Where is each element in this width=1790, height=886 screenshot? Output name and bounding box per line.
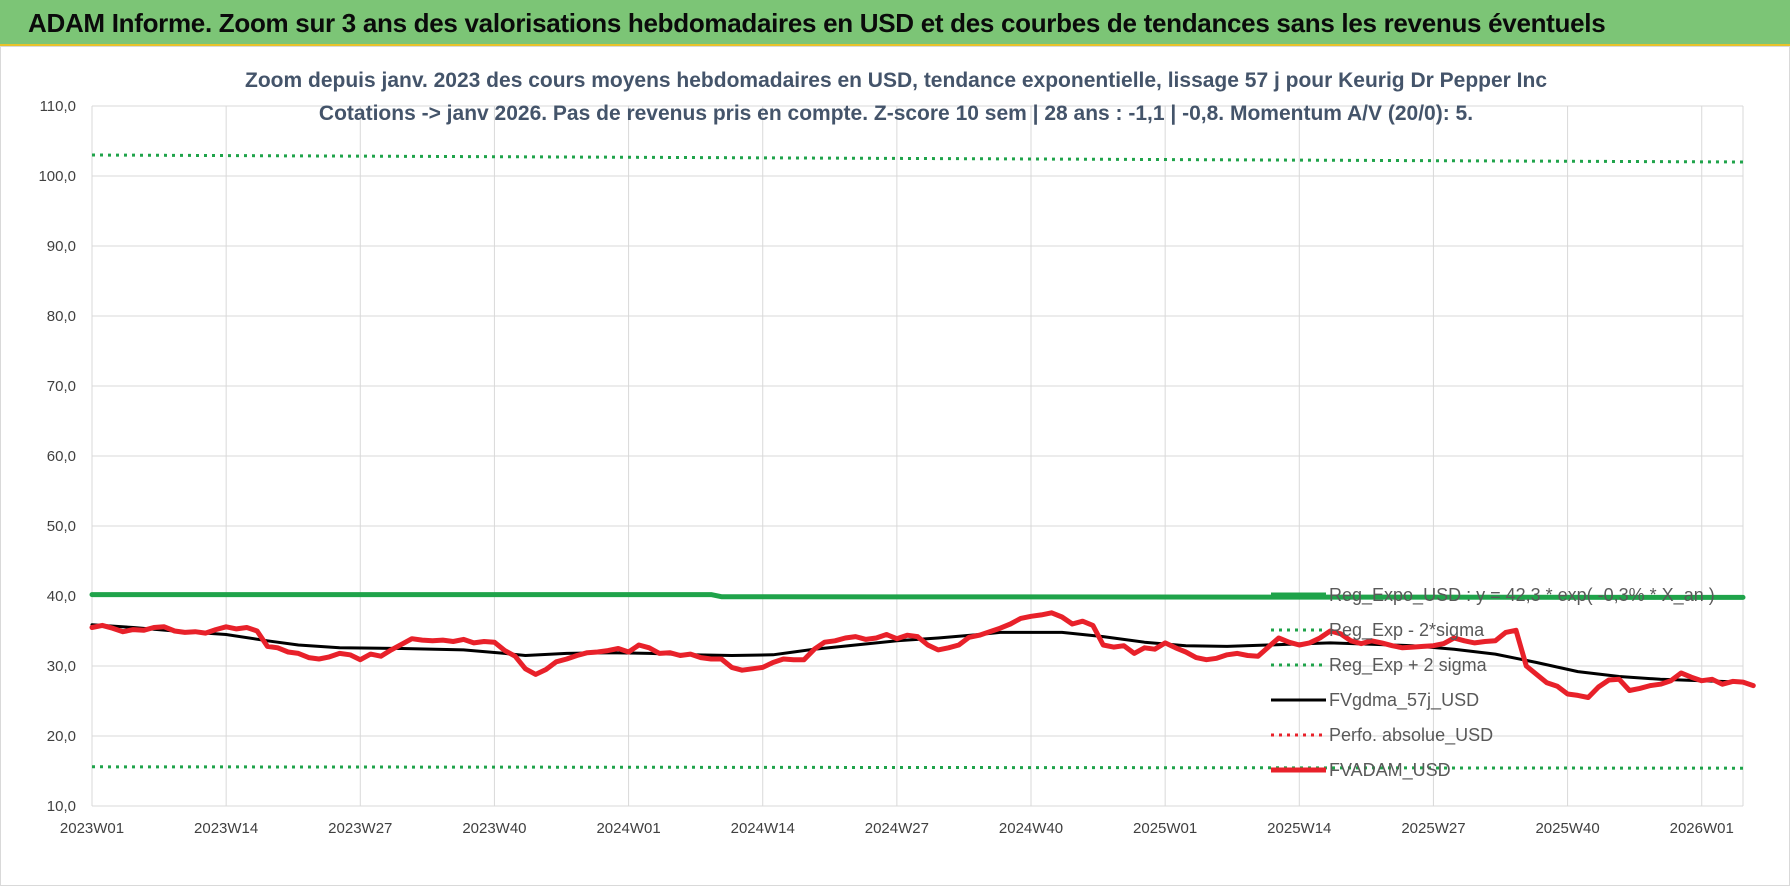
- chart-title-line-2: Cotations -> janv 2026. Pas de revenus p…: [319, 102, 1473, 125]
- x-tick-label: 2023W27: [328, 820, 392, 837]
- x-tick-label: 2024W01: [596, 820, 660, 837]
- legend-label: Reg_Expo_USD : y = 42,3 * exp( -0,3% * X…: [1329, 585, 1715, 606]
- legend-label: FVADAM_USD: [1329, 760, 1451, 781]
- series-line-5: [89, 610, 1756, 700]
- y-tick-label: 50,0: [47, 518, 76, 535]
- series-line-0: [89, 592, 1746, 600]
- series-line-2: [91, 153, 1744, 164]
- legend-label: FVgdma_57j_USD: [1329, 690, 1479, 711]
- y-tick-label: 100,0: [38, 168, 76, 185]
- chart-title-line-1: Zoom depuis janv. 2023 des cours moyens …: [245, 69, 1547, 92]
- legend-label: Reg_Exp - 2*sigma: [1329, 620, 1485, 641]
- chart-area: 10,0 20,0 30,0 40,0 50,0 60,0 70,0 80,0 90,0 100,…: [0, 46, 1790, 886]
- x-tick-label: 2023W01: [60, 820, 124, 837]
- x-axis: 2023W01 2023W14 2023W27 2023W40 2024W01 2024W…: [60, 820, 1734, 837]
- legend-label: Perfo. absolue_USD: [1329, 725, 1493, 746]
- x-tick-label: 2025W40: [1535, 820, 1599, 837]
- y-tick-label: 70,0: [47, 378, 76, 395]
- report-title: ADAM Informe. Zoom sur 3 ans des valoris…: [28, 8, 1606, 38]
- y-tick-label: 40,0: [47, 588, 76, 605]
- x-tick-label: 2024W40: [999, 820, 1063, 837]
- y-tick-label: 90,0: [47, 238, 76, 255]
- gridlines: [91, 105, 1744, 807]
- series-lines: [89, 153, 1756, 770]
- y-tick-label: 20,0: [47, 728, 76, 745]
- x-tick-label: 2025W14: [1267, 820, 1331, 837]
- chart-title: Zoom depuis janv. 2023 des cours moyens …: [245, 69, 1547, 125]
- line-chart: 10,0 20,0 30,0 40,0 50,0 60,0 70,0 80,0 90,0 100,…: [38, 69, 1756, 837]
- series-line-1: [91, 765, 1744, 770]
- legend-label: Reg_Exp + 2 sigma: [1329, 655, 1488, 676]
- x-tick-label: 2025W27: [1401, 820, 1465, 837]
- y-tick-label: 30,0: [47, 658, 76, 675]
- x-tick-label: 2024W27: [865, 820, 929, 837]
- report-header: ADAM Informe. Zoom sur 3 ans des valoris…: [0, 0, 1790, 46]
- y-tick-label: 80,0: [47, 308, 76, 325]
- y-axis: 10,0 20,0 30,0 40,0 50,0 60,0 70,0 80,0 90,0 100,…: [38, 98, 76, 815]
- legend: Reg_Expo_USD : y = 42,3 * exp( -0,3% * X…: [1271, 585, 1715, 781]
- x-tick-label: 2023W14: [194, 820, 258, 837]
- x-tick-label: 2025W01: [1133, 820, 1197, 837]
- y-tick-label: 10,0: [47, 798, 76, 815]
- x-tick-label: 2026W01: [1670, 820, 1734, 837]
- x-tick-label: 2023W40: [462, 820, 526, 837]
- y-tick-label: 60,0: [47, 448, 76, 465]
- x-tick-label: 2024W14: [731, 820, 795, 837]
- y-tick-label: 110,0: [40, 98, 76, 115]
